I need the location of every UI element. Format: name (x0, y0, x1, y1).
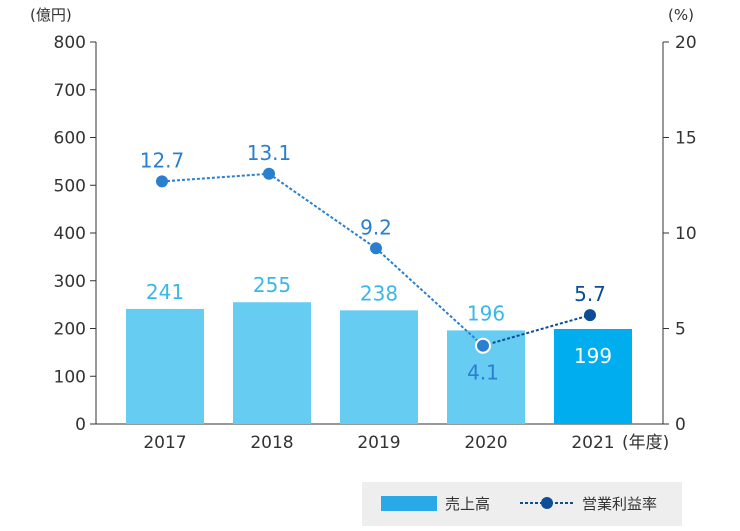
left-tick-label: 300 (54, 272, 86, 292)
x-tick-label: 2017 (143, 433, 186, 453)
x-tick-label: 2020 (464, 433, 507, 453)
legend-bar-swatch (381, 496, 437, 511)
line-segment (375, 247, 484, 347)
bar-value-label: 241 (146, 280, 184, 304)
left-axis-unit: (億円) (30, 6, 72, 24)
right-tick-label: 15 (675, 129, 697, 149)
left-tick-label: 200 (54, 320, 86, 340)
bar (233, 302, 311, 424)
right-axis-unit: (%) (668, 6, 694, 24)
line-series: 12.7 13.1 9.2 4.1 5.7 (140, 141, 606, 385)
line-point (263, 167, 275, 180)
bar-value-label: 196 (467, 301, 505, 325)
line-segment (161, 172, 270, 183)
legend-line-marker (541, 497, 553, 509)
right-axis-ticks: 0 5 10 15 20 (663, 33, 697, 435)
right-tick-label: 20 (675, 33, 697, 53)
bar (340, 310, 418, 424)
bar (126, 308, 204, 424)
left-tick-label: 100 (54, 367, 86, 387)
left-tick-label: 800 (54, 33, 86, 53)
left-tick-label: 700 (54, 81, 86, 101)
left-tick-label: 500 (54, 176, 86, 196)
bar-value-label: 255 (253, 273, 291, 297)
legend: 売上高 営業利益率 (362, 482, 682, 526)
line-segment (268, 172, 377, 250)
line-point (370, 242, 382, 255)
right-tick-label: 5 (675, 320, 686, 340)
right-tick-label: 0 (675, 415, 686, 435)
x-tick-label: 2021 (571, 433, 614, 453)
legend-line-label: 営業利益率 (582, 495, 657, 513)
line-segment (482, 314, 591, 347)
line-point (475, 337, 491, 354)
line-value-label: 13.1 (247, 141, 292, 165)
bar-value-label: 238 (360, 281, 398, 305)
line-point (156, 175, 168, 188)
line-value-label: 12.7 (140, 148, 185, 172)
bar (554, 328, 632, 424)
line-value-label: 4.1 (467, 361, 499, 385)
line-value-label: 9.2 (360, 215, 392, 239)
bar-series: 241 255 238 196 199 (126, 273, 632, 424)
line-point (584, 309, 596, 322)
x-axis-labels: 2017 2018 2019 2020 2021 (143, 433, 614, 453)
line-value-label: 5.7 (574, 282, 606, 306)
right-tick-label: 10 (675, 224, 697, 244)
legend-bar-label: 売上高 (445, 495, 490, 513)
left-tick-label: 400 (54, 224, 86, 244)
left-axis-ticks: 0 100 200 300 400 500 600 700 800 (54, 33, 96, 435)
x-axis-unit: (年度) (622, 433, 669, 453)
left-tick-label: 0 (75, 415, 86, 435)
bar-value-label: 199 (574, 344, 612, 368)
x-tick-label: 2018 (250, 433, 293, 453)
x-tick-label: 2019 (357, 433, 400, 453)
left-tick-label: 600 (54, 129, 86, 149)
